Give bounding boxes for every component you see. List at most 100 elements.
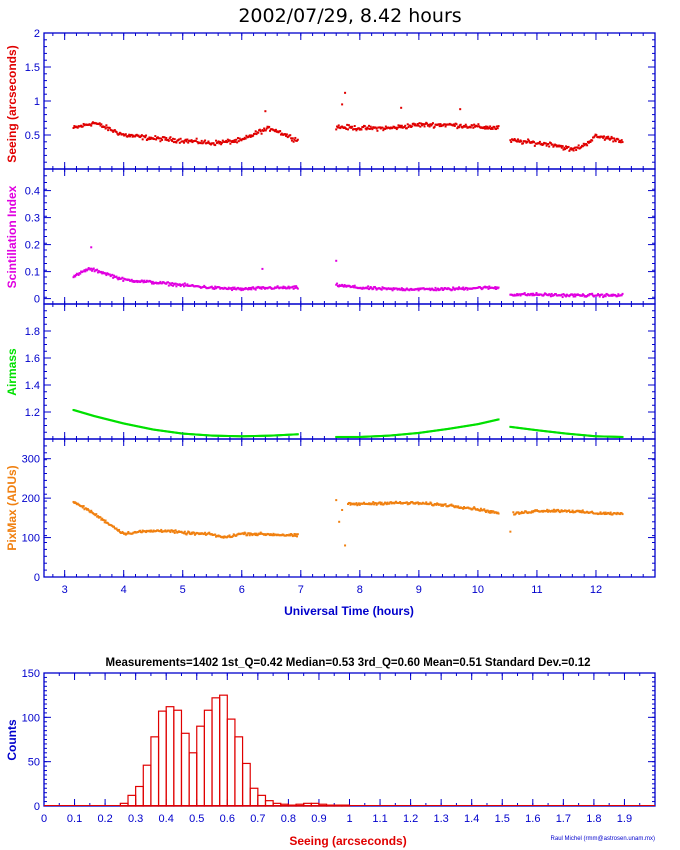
- data-point: [429, 123, 432, 126]
- data-point: [120, 531, 123, 534]
- data-point: [524, 140, 527, 143]
- data-point: [399, 501, 402, 504]
- data-point: [287, 285, 290, 288]
- data-point: [437, 123, 440, 126]
- data-point: [399, 124, 402, 127]
- data-point: [139, 529, 142, 532]
- data-point: [126, 532, 129, 535]
- data-point: [441, 503, 444, 506]
- data-point: [217, 140, 220, 143]
- data-point: [203, 532, 206, 535]
- hist-bar: [249, 787, 259, 807]
- data-point: [101, 517, 104, 520]
- data-point: [489, 510, 492, 513]
- hist-bar: [119, 802, 129, 807]
- data-point: [296, 535, 299, 538]
- data-point: [193, 533, 196, 536]
- outlier-point: [341, 508, 344, 511]
- hist-bar: [234, 736, 244, 807]
- data-point: [169, 531, 172, 534]
- data-point: [424, 122, 427, 125]
- data-point: [227, 535, 230, 538]
- data-point: [601, 135, 604, 138]
- data-point: [82, 270, 85, 273]
- data-point: [106, 126, 109, 129]
- data-point: [532, 141, 535, 144]
- data-point: [179, 285, 182, 288]
- data-point: [186, 532, 189, 535]
- data-point: [488, 285, 491, 288]
- data-point: [80, 505, 83, 508]
- data-point: [399, 288, 402, 291]
- data-point: [564, 148, 567, 151]
- data-point: [96, 515, 99, 518]
- hist-bar: [241, 762, 251, 807]
- ytick-label: 200: [22, 493, 40, 505]
- data-point: [608, 138, 611, 141]
- data-point: [282, 285, 285, 288]
- data-point: [559, 510, 562, 513]
- figure-title: 2002/07/29, 8.42 hours: [238, 5, 461, 27]
- data-point: [221, 139, 224, 142]
- data-point: [274, 130, 277, 133]
- data-point: [82, 505, 85, 508]
- data-point: [486, 509, 489, 512]
- data-point: [354, 128, 357, 131]
- data-point: [159, 280, 162, 283]
- data-point: [258, 532, 261, 535]
- data-point: [284, 133, 287, 136]
- data-point: [233, 139, 236, 142]
- data-point: [561, 145, 564, 148]
- data-point: [164, 529, 167, 532]
- data-point: [104, 127, 107, 130]
- data-point: [459, 123, 462, 126]
- data-point: [534, 293, 537, 296]
- data-point: [271, 534, 274, 537]
- hist-bar: [219, 694, 228, 807]
- data-point: [145, 531, 148, 534]
- data-point: [578, 509, 581, 512]
- data-point: [115, 131, 118, 134]
- data-point: [441, 287, 444, 290]
- data-point: [345, 127, 348, 130]
- data-point: [606, 137, 609, 140]
- data-point: [395, 128, 398, 131]
- data-point: [284, 286, 287, 289]
- data-point: [352, 128, 355, 131]
- data-point: [260, 132, 263, 135]
- ytick-label: 0.3: [25, 213, 40, 225]
- data-point: [461, 288, 464, 291]
- panel-frame: [43, 168, 656, 305]
- data-point: [565, 147, 568, 150]
- data-point: [540, 142, 543, 145]
- data-point: [545, 510, 548, 513]
- data-point: [231, 140, 234, 143]
- data-point: [140, 531, 143, 534]
- data-point: [228, 139, 231, 142]
- data-point: [200, 139, 203, 142]
- data-point: [296, 138, 299, 141]
- data-point: [484, 127, 487, 130]
- data-point: [123, 532, 126, 535]
- data-point: [375, 503, 378, 506]
- data-point: [363, 501, 366, 504]
- data-point: [294, 534, 297, 537]
- data-point: [611, 294, 614, 297]
- data-point: [463, 125, 466, 128]
- data-point: [240, 289, 243, 292]
- data-point: [231, 535, 234, 538]
- data-point: [344, 126, 347, 129]
- data-point: [86, 268, 89, 271]
- data-point: [401, 289, 404, 292]
- data-point: [530, 511, 533, 514]
- data-point: [517, 511, 520, 514]
- data-point: [530, 292, 533, 295]
- data-point: [165, 137, 168, 140]
- data-point: [621, 513, 624, 516]
- data-point: [399, 126, 402, 129]
- data-point: [242, 533, 245, 536]
- data-point: [618, 141, 621, 144]
- data-point: [371, 128, 374, 131]
- data-point: [452, 286, 455, 289]
- data-point: [471, 124, 474, 127]
